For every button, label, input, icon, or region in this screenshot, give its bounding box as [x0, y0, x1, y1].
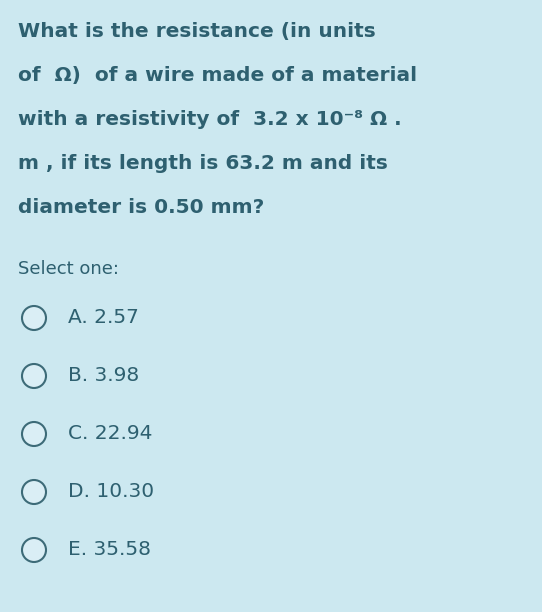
Circle shape — [22, 480, 46, 504]
Text: A. 2.57: A. 2.57 — [68, 308, 139, 327]
Text: with a resistivity of  3.2 x 10⁻⁸ Ω .: with a resistivity of 3.2 x 10⁻⁸ Ω . — [18, 110, 402, 129]
Circle shape — [22, 538, 46, 562]
Circle shape — [22, 306, 46, 330]
Circle shape — [22, 422, 46, 446]
Text: m , if its length is 63.2 m and its: m , if its length is 63.2 m and its — [18, 154, 388, 173]
Text: E. 35.58: E. 35.58 — [68, 540, 151, 559]
Text: C. 22.94: C. 22.94 — [68, 424, 152, 443]
Text: D. 10.30: D. 10.30 — [68, 482, 154, 501]
Circle shape — [22, 364, 46, 388]
Text: diameter is 0.50 mm?: diameter is 0.50 mm? — [18, 198, 264, 217]
Text: What is the resistance (in units: What is the resistance (in units — [18, 22, 376, 41]
Text: B. 3.98: B. 3.98 — [68, 366, 139, 385]
Text: Select one:: Select one: — [18, 260, 119, 278]
Text: of  Ω)  of a wire made of a material: of Ω) of a wire made of a material — [18, 66, 417, 85]
